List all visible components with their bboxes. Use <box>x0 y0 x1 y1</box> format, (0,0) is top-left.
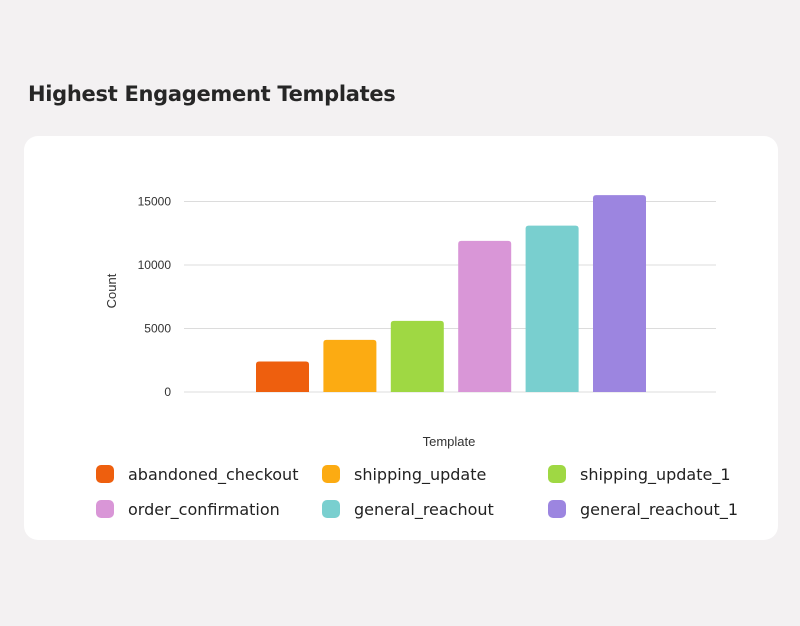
x-axis-title: Template <box>423 434 476 449</box>
legend-item-shipping-update[interactable]: shipping_update <box>322 462 486 486</box>
legend-swatch <box>322 500 340 518</box>
chart-legend: abandoned_checkout shipping_update shippin… <box>96 462 776 532</box>
y-tick-label: 10000 <box>138 258 172 272</box>
legend-swatch <box>96 500 114 518</box>
legend-item-general-reachout[interactable]: general_reachout <box>322 497 494 521</box>
legend-label: general_reachout <box>354 499 494 519</box>
bar-general-reachout-1[interactable] <box>593 195 646 392</box>
bar-chart: 0 5000 10000 15000 Count Template <box>104 195 716 449</box>
legend-label: general_reachout_1 <box>580 499 739 519</box>
legend-label: abandoned_checkout <box>128 464 299 484</box>
bar-abandoned-checkout[interactable] <box>256 361 309 392</box>
page-title: Highest Engagement Templates <box>28 82 396 106</box>
legend-item-abandoned-checkout[interactable]: abandoned_checkout <box>96 462 298 486</box>
bar-shipping-update-1[interactable] <box>390 320 444 392</box>
legend-swatch <box>548 465 566 483</box>
y-tick-label: 0 <box>164 385 171 399</box>
legend-swatch <box>322 465 340 483</box>
legend-label: shipping_update_1 <box>580 464 731 484</box>
legend-swatch <box>96 465 114 483</box>
legend-label: order_confirmation <box>128 499 280 519</box>
y-tick-label: 5000 <box>144 322 171 336</box>
legend-item-general-reachout-1[interactable]: general_reachout_1 <box>548 497 738 521</box>
legend-item-shipping-update-1[interactable]: shipping_update_1 <box>548 462 731 486</box>
y-tick-label: 15000 <box>138 195 172 209</box>
legend-item-order-confirmation[interactable]: order_confirmation <box>96 497 280 521</box>
bar-order-confirmation[interactable] <box>458 240 512 392</box>
y-axis-title: Count <box>104 273 119 308</box>
legend-swatch <box>548 500 566 518</box>
bar-shipping-update[interactable] <box>323 339 377 392</box>
legend-label: shipping_update <box>354 464 487 484</box>
bar-general-reachout[interactable] <box>525 225 579 392</box>
chart-card: 0 5000 10000 15000 Count Template abandoned… <box>24 136 778 540</box>
